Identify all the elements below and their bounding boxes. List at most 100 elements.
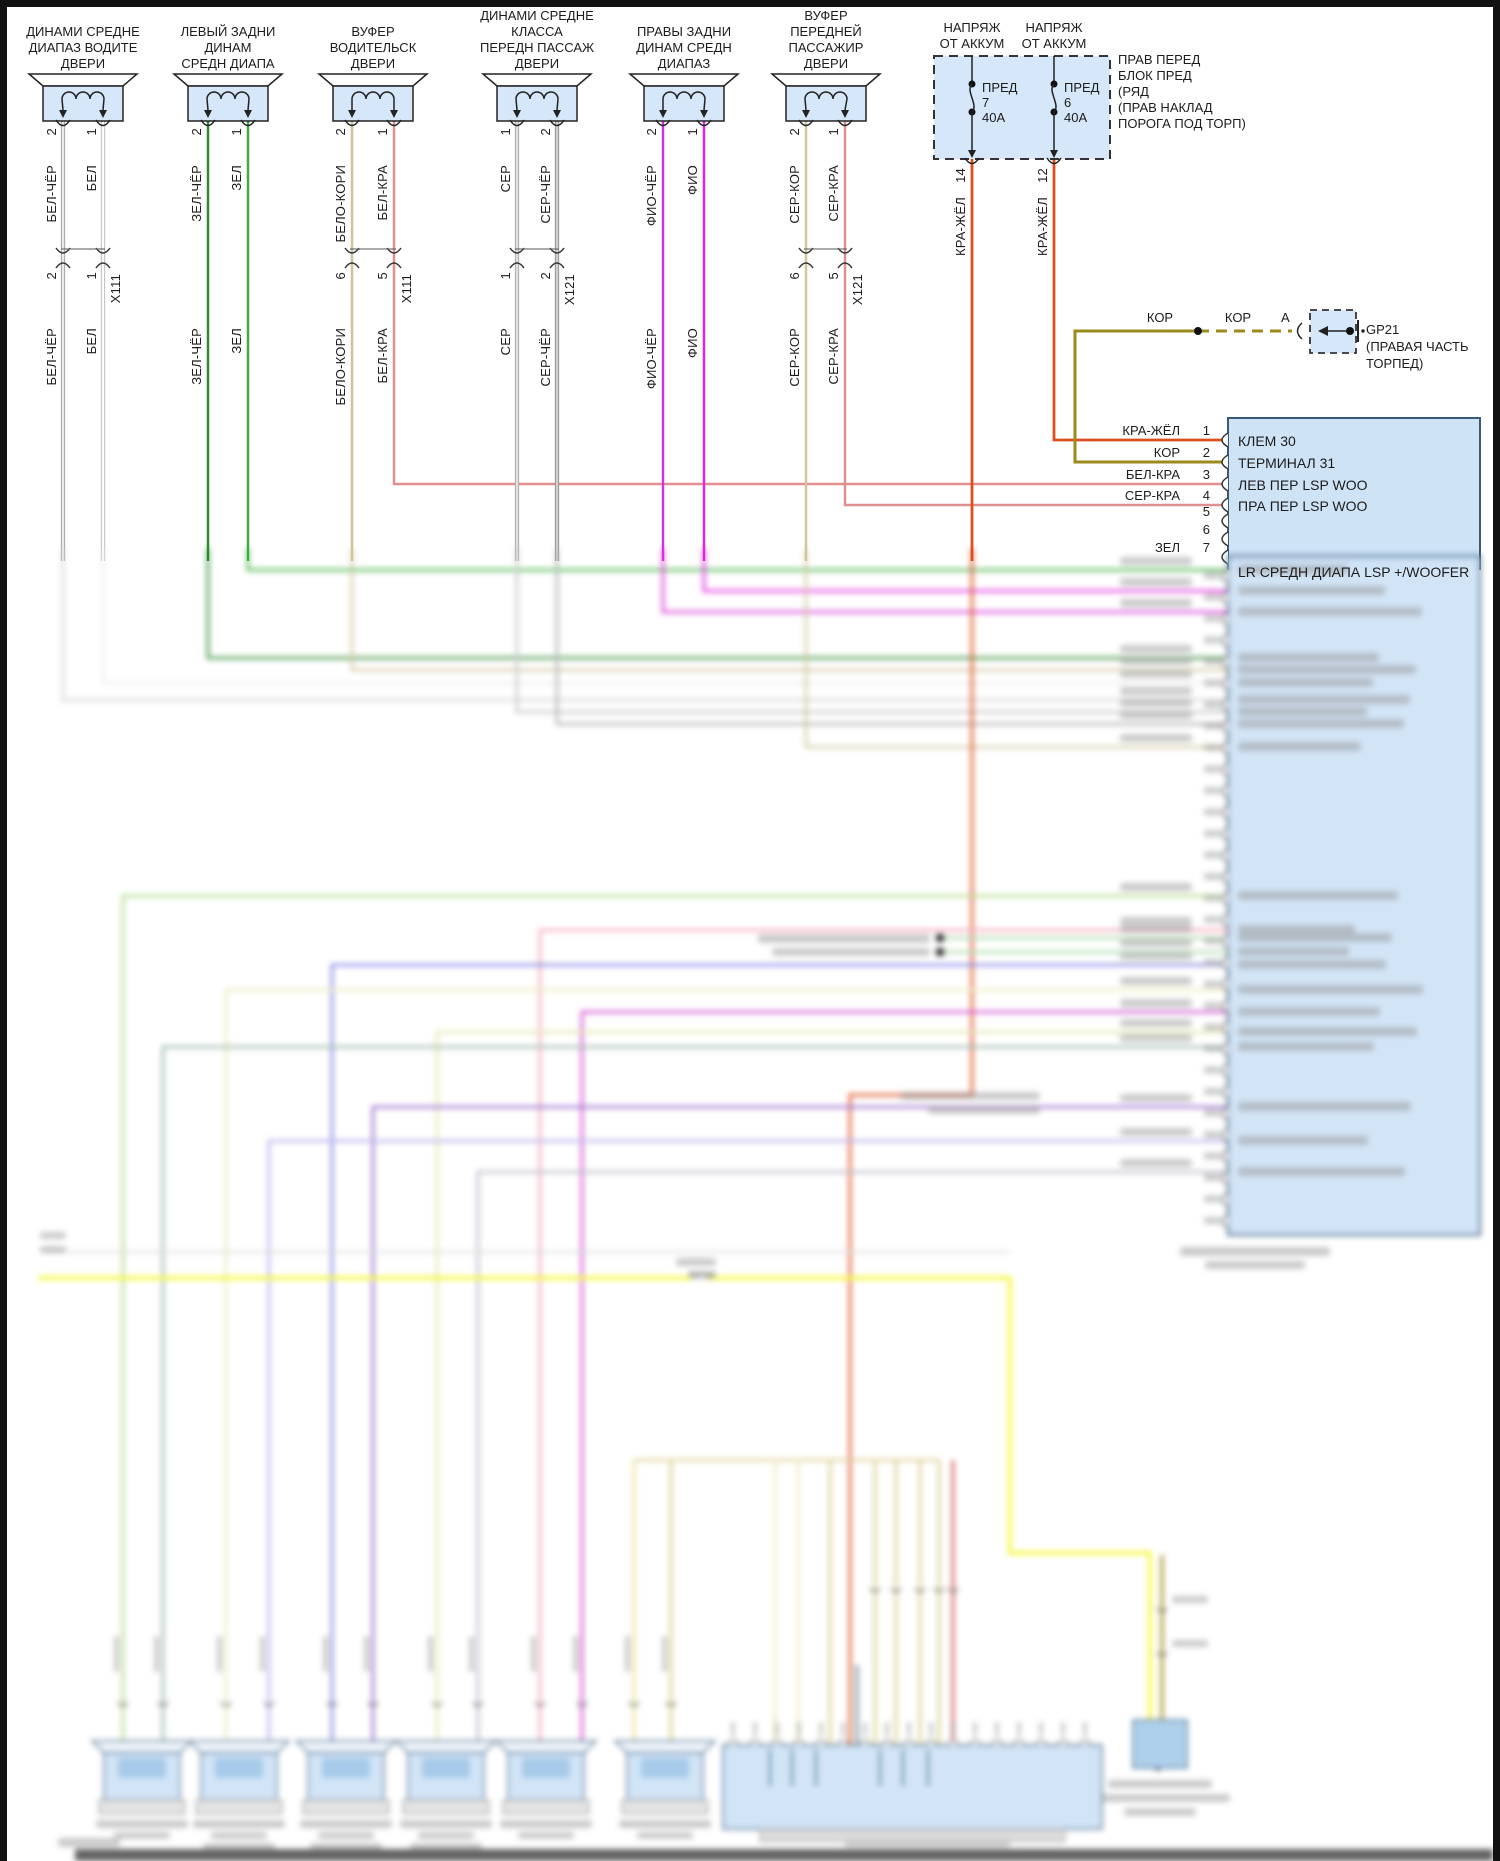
blurred-text	[1172, 1596, 1208, 1603]
blurred-wire-label	[1120, 1019, 1192, 1027]
amp-pin-bump-icon	[1221, 568, 1229, 584]
blurred-wire-label	[1120, 999, 1192, 1007]
amp-pin-bump-icon	[1221, 1019, 1229, 1036]
amp-row-pin-number: 1	[1202, 423, 1210, 438]
blurred-wire-label	[1120, 1159, 1192, 1167]
arrow-down-icon	[513, 110, 521, 118]
blurred-row-text	[1238, 695, 1410, 704]
connector-name: X111	[108, 274, 123, 304]
connector-name: А	[1281, 310, 1290, 325]
blurred-caption	[300, 1820, 392, 1828]
page-border-left	[0, 0, 7, 1861]
connector-arc-icon	[576, 1701, 588, 1707]
ground-name: (ПРАВАЯ ЧАСТЬ	[1366, 339, 1469, 354]
wire-b-kra-zhel	[848, 548, 974, 1745]
wire-color-label: КОР	[1146, 310, 1174, 325]
fuse-rating: 40А	[982, 110, 1006, 125]
wire-color-label: КРА-ЖЁЛ	[1035, 197, 1050, 256]
amp-pin-bump-icon	[1221, 933, 1229, 950]
blurred-caption	[410, 1843, 482, 1850]
blurred-pin-number	[1204, 1131, 1220, 1138]
wire-bel-kra	[392, 121, 1228, 486]
speaker-coil-icon	[522, 1758, 570, 1778]
pin-cup-icon	[696, 119, 712, 127]
fuse-feed-title: ОТ АККУМ	[1021, 36, 1087, 51]
blurred-row-text	[1238, 925, 1355, 934]
speaker-pin-number: 2	[644, 128, 659, 136]
speaker-pin-number: 2	[44, 128, 59, 136]
amp-pin-bump-icon	[1221, 1127, 1229, 1143]
ground-name: GP21	[1366, 322, 1400, 337]
amp-row-wire-label: СЕР-КРА	[1124, 488, 1180, 503]
junction-dot-icon	[935, 933, 945, 943]
blurred-wire-label	[1120, 883, 1192, 891]
blurred-wire-label	[154, 1636, 159, 1672]
coil-icon	[515, 91, 559, 100]
blurred-pin-number	[885, 1722, 889, 1736]
speaker-title: ПАССАЖИР	[788, 40, 864, 55]
wire-b-bel	[101, 548, 1228, 685]
speaker-cone-icon	[90, 1740, 194, 1754]
connector-arc-icon	[157, 1701, 169, 1707]
blurred-pin-number	[753, 1722, 757, 1736]
amp-row-pin-number: 5	[1202, 504, 1210, 519]
pin-bump-icon	[770, 1739, 784, 1746]
fuse-box-name: (ПРАВ НАКЛАД	[1118, 100, 1213, 115]
wire-b-bel-cher	[61, 548, 1228, 702]
pin-cup-icon	[344, 119, 360, 127]
amp-row-function: LR СРЕДН ДИАПА LSP +/WOOFER	[1238, 564, 1470, 580]
blurred-pin-number	[797, 1722, 801, 1736]
speaker-pin-number: 1	[84, 128, 99, 136]
blurred-pin-number	[1204, 894, 1220, 902]
arrow-down-icon	[204, 110, 212, 118]
amp-pin-bump-icon	[1221, 804, 1229, 821]
blurred-caption	[211, 1832, 267, 1839]
wire-b-belo-kori	[350, 548, 1228, 672]
speaker-title: КЛАССА	[511, 24, 563, 39]
connector-pin-number: 1	[84, 272, 99, 280]
blurred-wire-label	[1120, 557, 1192, 565]
fuse-box-name: (РЯД	[1118, 84, 1149, 99]
blurred-pin-number	[1204, 1088, 1220, 1095]
blurred-pin-number	[1204, 1195, 1220, 1203]
blurred-wire-label	[1120, 711, 1192, 719]
blurred-row-text	[1238, 891, 1398, 900]
wire-e-teal	[161, 1045, 1228, 1741]
module-base	[759, 1828, 1066, 1843]
blurred-pin-number	[1204, 636, 1220, 644]
speaker-title: ПРАВЫ ЗАДНИ	[636, 24, 732, 39]
blurred-wire-label	[1120, 1094, 1192, 1102]
speaker-pin-number: 1	[498, 128, 513, 136]
speaker-pin-number: 1	[826, 128, 841, 136]
coil-lead	[61, 98, 64, 111]
blurred-text	[58, 1838, 120, 1847]
wire-color-label: СЕР-КОР	[787, 165, 802, 224]
blurred-row-text	[1238, 1027, 1417, 1036]
pin-cup-icon	[837, 119, 853, 127]
coil-lead	[844, 98, 848, 111]
wire-color-label: СЕР-КРА	[826, 165, 841, 222]
blurred-pin-number	[841, 1722, 845, 1736]
amp-pin-bump-icon	[1221, 890, 1229, 907]
blurred-text	[676, 1258, 716, 1266]
pin-cup-icon	[200, 119, 216, 127]
coil-icon	[206, 91, 250, 100]
fuse-element-icon	[969, 83, 975, 113]
blurred-pin-number	[1204, 1023, 1220, 1031]
amplifier-block	[1228, 418, 1480, 570]
connector-arc-icon	[1156, 1607, 1168, 1613]
wire-color-label: КРА-ЖЁЛ	[953, 197, 968, 256]
ground-dot-icon	[1361, 329, 1365, 333]
wire-e-blueviolet	[330, 963, 1228, 1741]
connector-arc-icon	[933, 1587, 945, 1593]
blurred-wire-label	[260, 1636, 265, 1672]
blurred-wire-label	[531, 1636, 536, 1672]
connector-arc-icon	[689, 1270, 701, 1276]
connector-arc-icon	[947, 1587, 959, 1593]
coil-lead	[102, 98, 105, 111]
blurred-pin-number	[731, 1722, 735, 1736]
blurred-pin-number	[1204, 959, 1220, 966]
speaker-title: ДИАПАЗ	[657, 56, 711, 71]
